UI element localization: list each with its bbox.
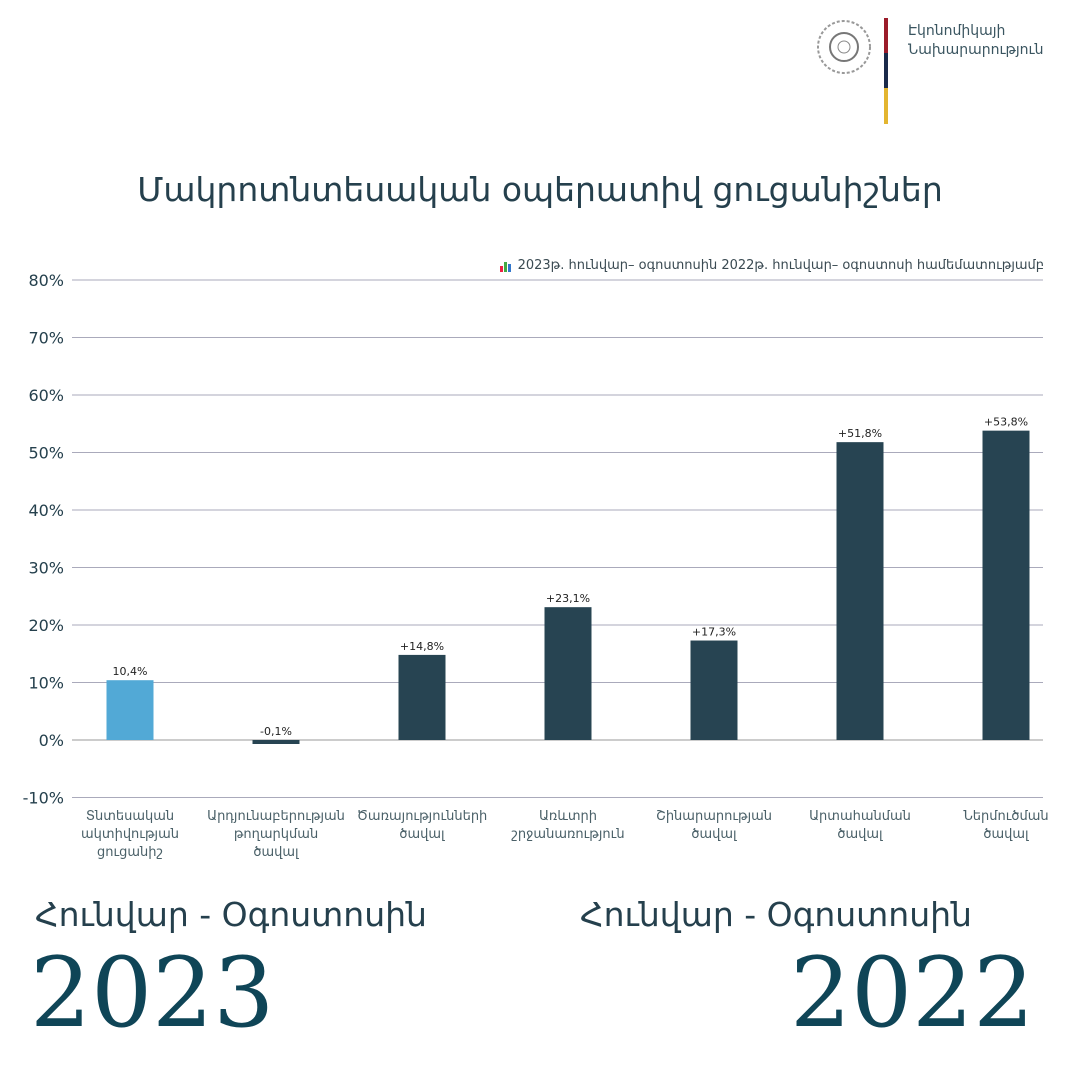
bar bbox=[106, 680, 154, 740]
right-period: Հունվար - Օգոստոսին bbox=[580, 895, 972, 934]
x-tick-label: Առևտրի bbox=[539, 809, 597, 824]
x-tick-label: ցուցանիշ bbox=[97, 845, 163, 860]
flag-stripe bbox=[884, 18, 888, 124]
data-label: -0,1% bbox=[260, 725, 292, 738]
x-tick-label: ծավալ bbox=[837, 827, 883, 842]
x-tick-label: ծավալ bbox=[691, 827, 737, 842]
x-tick-label: Արդյունաբերության bbox=[207, 809, 345, 824]
y-tick-label: 20% bbox=[28, 616, 64, 635]
data-label: +53,8% bbox=[984, 416, 1028, 429]
bar-chart: -10% 0% 10% 20% 30% 40% 50% 60% 70% 80% 10,4% Տնտես… bbox=[23, 271, 1049, 860]
ministry-line1: Էկոնոմիկայի bbox=[908, 23, 1006, 39]
x-tick-label: Ծառայությունների bbox=[357, 809, 488, 824]
left-year: 2023 bbox=[30, 937, 275, 1049]
left-period: Հունվար - Օգոստոսին bbox=[35, 895, 427, 934]
bar bbox=[544, 607, 592, 740]
x-tick-label: Արտահանման bbox=[809, 809, 911, 824]
data-label: 10,4% bbox=[113, 665, 148, 678]
data-label: +51,8% bbox=[838, 427, 882, 440]
y-tick-label: 40% bbox=[28, 501, 64, 520]
data-label: +23,1% bbox=[546, 592, 590, 605]
coat-of-arms-logo bbox=[817, 20, 871, 74]
x-tick-label: ծավալ bbox=[253, 845, 299, 860]
y-tick-label: 80% bbox=[28, 271, 64, 290]
bar bbox=[252, 740, 300, 744]
x-tick-label: շրջանառություն bbox=[511, 827, 624, 842]
chart-subtitle: 2023թ. հունվար– օգոստոսին 2022թ. հունվար… bbox=[499, 258, 1044, 273]
subtitle-text: 2023թ. հունվար– օգոստոսին 2022թ. հունվար… bbox=[517, 258, 1044, 273]
chart-title: Մակրոտնտեսական օպերատիվ ցուցանիշներ bbox=[137, 170, 943, 209]
y-tick-label: -10% bbox=[23, 789, 64, 808]
bar bbox=[398, 654, 446, 740]
x-tick-label: Շինարարության bbox=[656, 809, 772, 824]
x-tick-label: Տնտեսական bbox=[86, 809, 174, 824]
right-year: 2022 bbox=[790, 937, 1035, 1049]
ministry-line2: Նախարարություն bbox=[908, 42, 1044, 58]
bar bbox=[836, 442, 884, 740]
ministry-name: Էկոնոմիկայի Նախարարություն bbox=[908, 22, 1044, 60]
y-tick-label: 70% bbox=[28, 329, 64, 348]
data-label: +14,8% bbox=[400, 640, 444, 653]
x-tick-label: թողարկման bbox=[234, 827, 318, 842]
y-tick-label: 50% bbox=[28, 444, 64, 463]
x-tick-label: ծավալ bbox=[399, 827, 445, 842]
bar bbox=[690, 640, 738, 740]
x-tick-label: Ներմուծման bbox=[963, 809, 1048, 824]
x-tick-label: ակտիվության bbox=[81, 827, 179, 842]
bar-chart-icon bbox=[499, 261, 511, 272]
x-tick-label: ծավալ bbox=[983, 827, 1029, 842]
y-tick-label: 30% bbox=[28, 559, 64, 578]
y-tick-label: 10% bbox=[28, 674, 64, 693]
y-tick-label: 0% bbox=[39, 731, 64, 750]
bar bbox=[982, 430, 1030, 740]
data-label: +17,3% bbox=[692, 626, 736, 639]
y-tick-label: 60% bbox=[28, 386, 64, 405]
